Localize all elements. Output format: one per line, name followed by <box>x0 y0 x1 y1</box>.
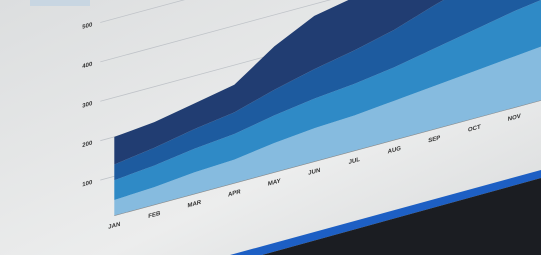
header-strip <box>30 0 90 6</box>
photo: 100200300400500JANFEBMARAPRMAYJUNJULAUGS… <box>0 0 541 255</box>
page: {"chart_data": {"type": "stacked-area", … <box>0 0 541 255</box>
